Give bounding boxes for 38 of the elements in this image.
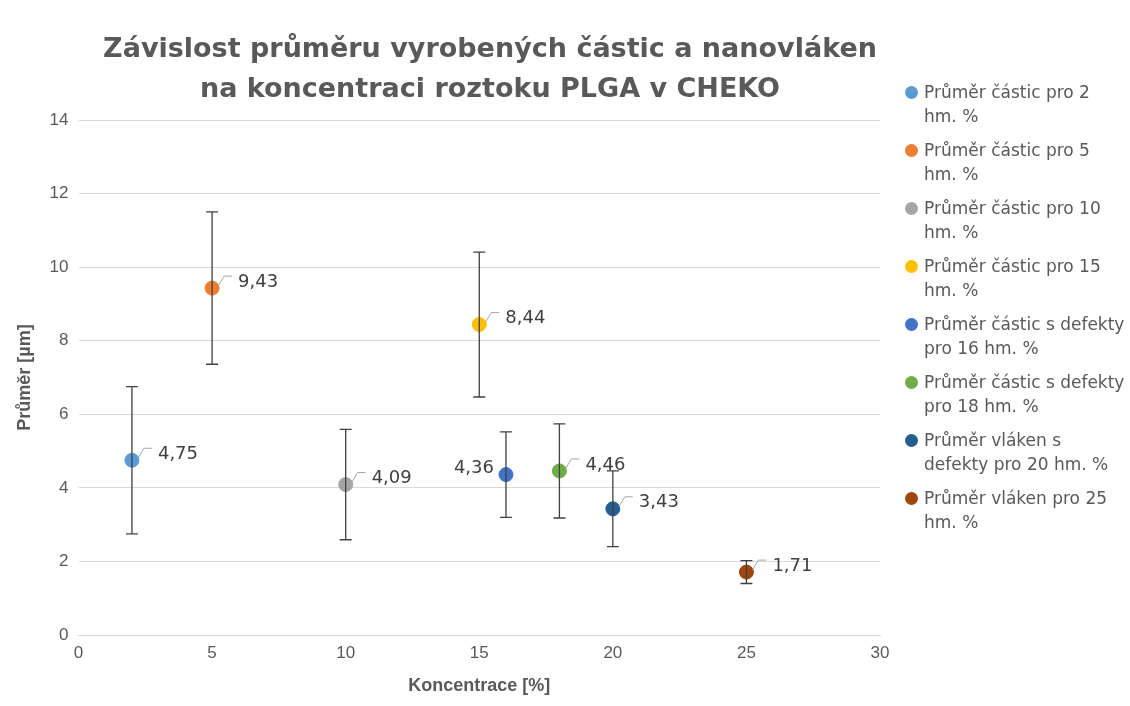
x-tick-label: 30 bbox=[870, 642, 890, 662]
y-axis-title: Průměr [µm] bbox=[13, 324, 34, 431]
legend-label: Průměr částic s defekty pro 16 hm. % bbox=[924, 313, 1125, 360]
point bbox=[551, 463, 567, 479]
legend-label: Průměr částic s defekty pro 18 hm. % bbox=[924, 371, 1125, 418]
legend-label: Průměr vláken pro 25 hm. % bbox=[924, 487, 1109, 534]
x-tick-label: 15 bbox=[469, 642, 489, 662]
x-tick-label: 5 bbox=[207, 642, 217, 662]
y-tick-label: 4 bbox=[59, 477, 69, 497]
legend-label: Průměr částic pro 2 hm. % bbox=[924, 81, 1091, 128]
y-tick-label: 8 bbox=[59, 330, 69, 350]
point bbox=[338, 477, 354, 493]
x-axis-title: Koncentrace [%] bbox=[408, 675, 551, 696]
data-label: 8,44 bbox=[505, 306, 546, 328]
legend-label: Průměr částic pro 5 hm. % bbox=[924, 139, 1091, 186]
point bbox=[471, 317, 487, 333]
x-tick-label: 25 bbox=[736, 642, 756, 662]
y-tick-label: 10 bbox=[49, 256, 69, 276]
y-tick-label: 6 bbox=[59, 403, 69, 423]
chart-title: Závislost průměru vyrobených částic a nanovláken na koncentraci roztoku PLGA v CHEKO bbox=[102, 31, 878, 105]
y-tick-label: 12 bbox=[49, 183, 69, 203]
legend-label: Průměr částic pro 15 hm. % bbox=[924, 255, 1102, 302]
y-tick-label: 0 bbox=[59, 624, 69, 644]
data-label: 4,75 bbox=[157, 441, 199, 463]
legend-label: Průměr částic pro 10 hm. % bbox=[924, 197, 1102, 244]
y-tick-label: 14 bbox=[49, 109, 69, 129]
data-label: 3,43 bbox=[638, 490, 679, 512]
data-label: 4,36 bbox=[453, 456, 494, 478]
point bbox=[738, 564, 754, 580]
x-tick-label: 10 bbox=[336, 642, 356, 662]
data-label: 4,09 bbox=[371, 466, 412, 488]
data-label: 1,71 bbox=[772, 553, 813, 575]
data-label: 4,46 bbox=[585, 452, 626, 474]
data-label: 9,43 bbox=[238, 269, 279, 291]
legend-label: Průměr vláken s defekty pro 20 hm. % bbox=[924, 429, 1110, 476]
x-tick-label: 20 bbox=[603, 642, 623, 662]
x-tick-label: 0 bbox=[73, 642, 84, 662]
y-tick-label: 2 bbox=[59, 551, 69, 571]
